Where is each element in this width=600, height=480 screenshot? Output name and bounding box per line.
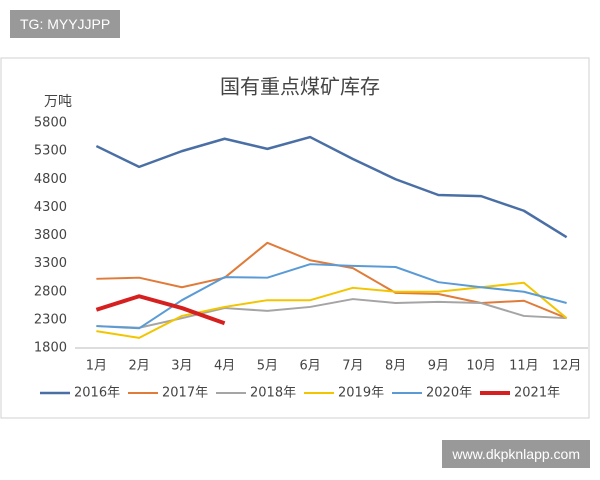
- legend-label: 2016年: [74, 386, 120, 401]
- x-tick-label: 1月: [86, 359, 107, 374]
- x-tick-label: 11月: [509, 359, 539, 374]
- y-tick-label: 2800: [34, 284, 67, 299]
- x-tick-label: 9月: [428, 359, 449, 374]
- series-line: [95, 135, 568, 239]
- y-tick-label: 2300: [34, 312, 67, 327]
- x-tick-label: 3月: [171, 359, 192, 374]
- legend-label: 2021年: [514, 386, 560, 401]
- y-axis-label: 万吨: [44, 94, 72, 110]
- y-tick-label: 3800: [34, 228, 67, 243]
- watermark: TG: MYYJJPP: [10, 10, 121, 38]
- y-tick-label: 4800: [34, 172, 67, 187]
- x-tick-label: 12月: [552, 359, 582, 374]
- legend-label: 2019年: [338, 386, 384, 401]
- y-tick-label: 5300: [34, 144, 67, 159]
- legend-label: 2018年: [250, 386, 296, 401]
- y-tick-label: 3300: [34, 256, 67, 271]
- x-tick-label: 8月: [385, 359, 406, 374]
- x-tick-label: 7月: [342, 359, 363, 374]
- x-tick-label: 6月: [299, 359, 320, 374]
- x-tick-label: 10月: [466, 359, 496, 374]
- series-line: [95, 294, 226, 326]
- y-tick-label: 4300: [34, 200, 67, 215]
- series-line: [96, 281, 568, 339]
- y-tick-label: 1800: [34, 341, 67, 356]
- watermark: www.dkpknlapp.com: [442, 440, 590, 468]
- chart-frame: [0, 57, 590, 419]
- x-tick-label: 5月: [257, 359, 278, 374]
- x-tick-label: 2月: [128, 359, 149, 374]
- y-tick-label: 5800: [34, 116, 67, 131]
- x-tick-label: 4月: [214, 359, 235, 374]
- chart-title: 国有重点煤矿库存: [220, 75, 380, 99]
- legend-label: 2020年: [426, 386, 472, 401]
- legend-label: 2017年: [162, 386, 208, 401]
